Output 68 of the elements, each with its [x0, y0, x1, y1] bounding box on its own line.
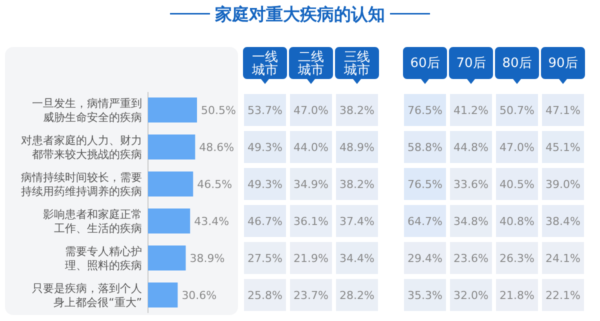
x-tick-label: 60后: [410, 56, 440, 71]
bar: [148, 208, 190, 234]
y-tick-label: 一旦发生，病情严重到威胁生命安全的疾病: [32, 97, 142, 124]
data-label: 38.2%: [340, 104, 374, 117]
y-tick-label: 对患者家庭的人力、财力都带来较大挑战的疾病: [21, 134, 142, 161]
data-label: 48.9%: [340, 141, 374, 154]
data-label: 23.7%: [294, 289, 328, 302]
data-label: 46.7%: [248, 215, 282, 228]
data-label: 76.5%: [408, 104, 442, 117]
data-label: 49.3%: [248, 141, 282, 154]
data-label: 48.6%: [199, 141, 234, 154]
data-label: 47.0%: [500, 141, 534, 154]
data-label: 44.0%: [294, 141, 328, 154]
data-label: 29.4%: [408, 252, 442, 265]
y-tick-label: 病情持续时间较长，需要持续用药维持调养的疾病: [21, 171, 142, 198]
data-label: 39.0%: [546, 178, 580, 191]
data-label: 38.9%: [190, 252, 225, 265]
data-label: 22.1%: [546, 289, 580, 302]
data-label: 34.9%: [294, 178, 328, 191]
data-label: 40.8%: [500, 215, 534, 228]
data-label: 34.4%: [340, 252, 374, 265]
data-label: 76.5%: [408, 178, 442, 191]
data-label: 45.1%: [546, 141, 580, 154]
x-tick-label: 90后: [548, 56, 578, 71]
bar: [148, 282, 178, 308]
data-label: 50.7%: [500, 104, 534, 117]
data-label: 41.2%: [454, 104, 488, 117]
data-label: 49.3%: [248, 178, 282, 191]
data-label: 21.9%: [294, 252, 328, 265]
data-label: 58.8%: [408, 141, 442, 154]
x-tick-label: 80后: [502, 56, 532, 71]
data-label: 38.2%: [340, 178, 374, 191]
data-label: 30.6%: [182, 289, 217, 302]
y-tick-label: 只要是疾病，落到个人身上都会很“重大”: [32, 282, 142, 309]
y-tick-label: 需要专人精心护理、照料的疾病: [65, 245, 142, 272]
x-tick-label: 三线城市: [343, 50, 370, 78]
data-label: 33.6%: [454, 178, 488, 191]
data-label: 26.3%: [500, 252, 534, 265]
data-label: 28.2%: [340, 289, 374, 302]
bar: [148, 172, 194, 196]
data-label: 46.5%: [197, 178, 232, 191]
data-label: 24.1%: [546, 252, 580, 265]
bar: [148, 98, 197, 122]
data-label: 50.5%: [201, 104, 236, 117]
data-label: 53.7%: [248, 104, 282, 117]
data-label: 43.4%: [194, 215, 230, 228]
data-label: 37.4%: [340, 215, 374, 228]
data-label: 21.8%: [500, 289, 534, 302]
data-label: 64.7%: [408, 215, 442, 228]
data-label: 44.8%: [454, 141, 488, 154]
data-label: 47.0%: [294, 104, 328, 117]
data-label: 32.0%: [454, 289, 488, 302]
x-tick-label: 一线城市: [251, 50, 278, 78]
data-label: 25.8%: [248, 289, 282, 302]
data-label: 36.1%: [294, 215, 328, 228]
data-label: 40.5%: [500, 178, 534, 191]
y-tick-label: 影响患者和家庭正常工作、生活的疾病: [43, 208, 142, 235]
x-tick-label: 二线城市: [297, 50, 324, 78]
data-label: 34.8%: [454, 215, 488, 228]
data-label: 47.1%: [546, 104, 580, 117]
bar: [148, 134, 196, 160]
data-label: 38.4%: [546, 215, 580, 228]
x-tick-label: 70后: [456, 56, 486, 71]
data-label: 35.3%: [408, 289, 442, 302]
data-label: 27.5%: [248, 252, 282, 265]
data-label: 23.6%: [454, 252, 488, 265]
chart-title: 家庭对重大疾病的认知: [214, 5, 385, 25]
bar: [148, 246, 186, 270]
